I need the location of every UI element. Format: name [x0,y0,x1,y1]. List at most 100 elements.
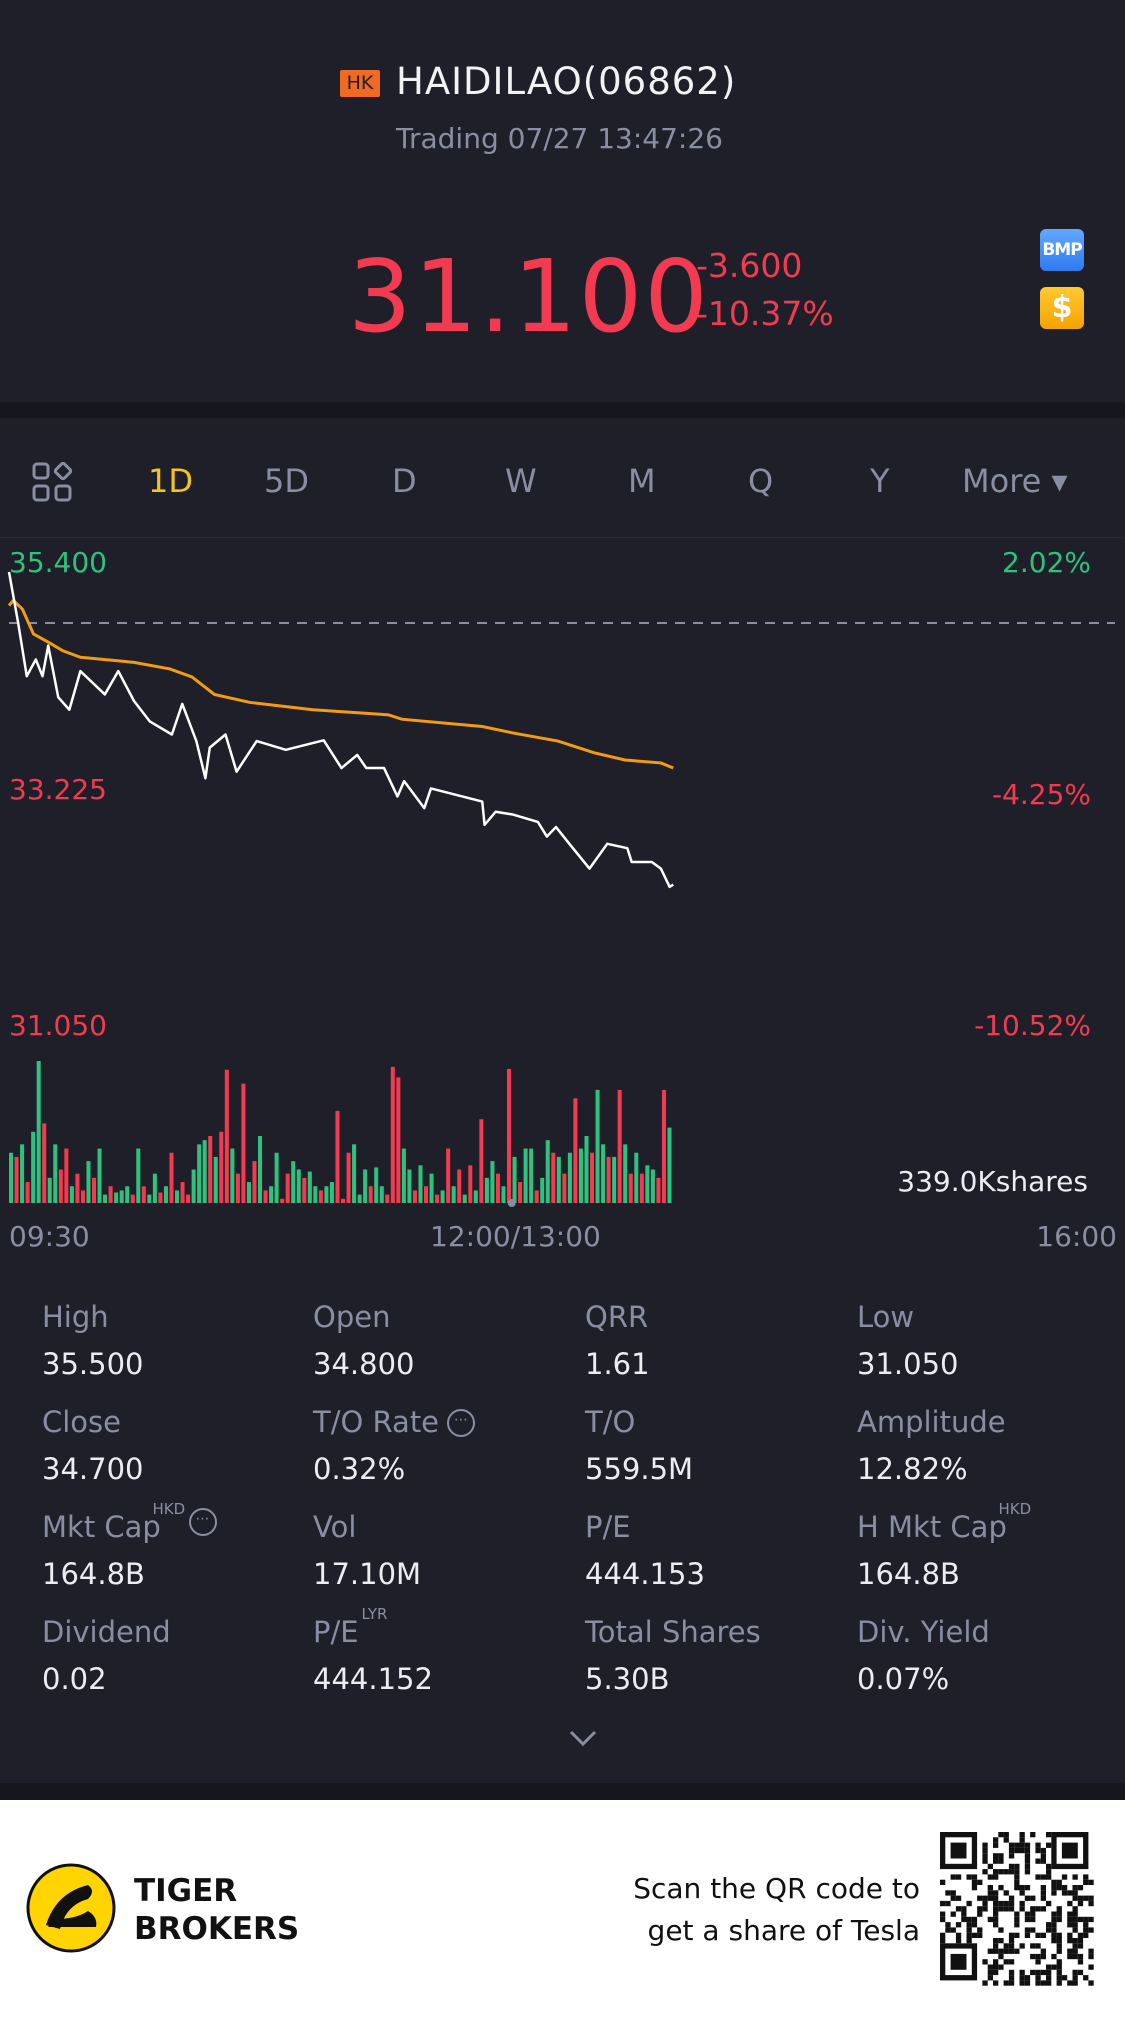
volume-bar [136,1148,141,1203]
volume-bar [213,1156,218,1203]
volume-bar [479,1119,484,1203]
volume-bar [186,1194,191,1203]
volume-bar [119,1190,124,1203]
tab-1d[interactable]: 1D [148,462,193,500]
volume-bar [396,1077,401,1203]
promo-footer: TIGER BROKERS Scan the QR code to get a … [0,1800,1125,2018]
volume-bar [269,1186,274,1203]
volume-bar [258,1135,263,1203]
volume-bar [280,1198,285,1203]
volume-bar [534,1190,539,1203]
stat-unit: HKD [152,1500,186,1518]
volume-bar [302,1177,307,1203]
info-icon[interactable]: ⋯ [447,1409,475,1437]
volume-bar [667,1127,672,1203]
volume-bar [9,1152,14,1203]
volume-bar [346,1152,351,1203]
stat-label: Open [313,1300,391,1334]
volume-bar [556,1156,561,1203]
tab-m[interactable]: M [628,462,656,500]
volume-bar [661,1089,666,1203]
divider [0,1783,1125,1800]
volume-bar [14,1156,19,1203]
volume-bar [457,1169,462,1203]
volume-bar [650,1169,655,1203]
volume-bar [291,1161,296,1203]
volume-bar [307,1171,312,1203]
volume-bar [97,1148,102,1203]
volume-bar [296,1169,301,1203]
layout-grid-icon[interactable] [32,462,74,504]
volume-bar [58,1169,63,1203]
stat-value: 0.32% [313,1452,406,1486]
volume-bar [468,1165,473,1203]
volume-bar [318,1190,323,1203]
tab-y[interactable]: Y [870,462,890,500]
stat-value: 444.153 [585,1557,705,1591]
volume-bar [617,1089,622,1203]
volume-bar [125,1186,130,1203]
axis-left-top: 35.400 [9,546,107,579]
volume-bar [147,1194,152,1203]
volume-bar [512,1156,517,1203]
volume-bar [53,1144,58,1203]
volume-bar [368,1186,373,1203]
stat-value: 164.8B [857,1557,960,1591]
stat-label: High [42,1300,109,1334]
stat-label: Div. Yield [857,1615,990,1649]
volume-bar [329,1182,334,1203]
stat-label: P/E [313,1615,359,1649]
volume-bar [352,1144,357,1203]
volume-bar [595,1089,600,1203]
dollar-icon[interactable]: $ [1040,287,1084,329]
volume-bar [495,1173,500,1203]
volume-bar [562,1173,567,1203]
volume-bar [551,1152,556,1203]
volume-bar [103,1194,108,1203]
tab-q[interactable]: Q [748,462,774,500]
axis-right-bottom: -10.52% [974,1009,1091,1042]
info-icon[interactable]: ⋯ [188,1508,217,1536]
volume-bar [263,1190,268,1203]
volume-bar [141,1186,146,1203]
divider [0,537,1125,538]
promo-line2: get a share of Tesla [647,1914,920,1947]
tab-d[interactable]: D [392,462,417,500]
volume-bar [545,1140,550,1203]
volume-bar [152,1173,157,1203]
volume-bar [374,1167,379,1203]
volume-bar [191,1169,196,1203]
stat-label: Total Shares [585,1615,761,1649]
tab-w[interactable]: W [505,462,537,500]
axis-right-mid: -4.25% [991,778,1091,811]
bmp-icon[interactable]: BMP [1040,229,1084,271]
volume-bar [47,1177,52,1203]
volume-bar [507,1068,512,1203]
volume-bar [634,1152,639,1203]
stat-value: 17.10M [313,1557,422,1591]
divider [0,402,1125,418]
volume-bar [274,1152,279,1203]
volume-bar [578,1148,583,1203]
volume-bar [224,1069,229,1203]
tab-more[interactable]: More ▾ [962,462,1068,500]
volume-bar [612,1156,617,1203]
chevron-down-icon[interactable] [568,1728,598,1748]
tab-5d[interactable]: 5D [264,462,309,500]
brand-line1: TIGER [134,1873,238,1909]
stat-label: H Mkt Cap [857,1510,1007,1544]
qr-code [940,1832,1094,1986]
volume-bar [313,1186,318,1203]
stat-value: 35.500 [42,1347,144,1381]
volume-bar [197,1144,202,1203]
volume-bar [501,1186,506,1203]
stat-label: QRR [585,1300,649,1334]
market-badge: HK [340,70,380,97]
intraday-chart[interactable] [0,0,1125,1260]
volume-bar [341,1198,346,1203]
volume-bar [324,1186,329,1203]
volume-bar [169,1152,174,1203]
volume-bar [108,1186,113,1203]
tiger-brokers-logo [26,1863,116,1953]
stat-label: Close [42,1405,121,1439]
